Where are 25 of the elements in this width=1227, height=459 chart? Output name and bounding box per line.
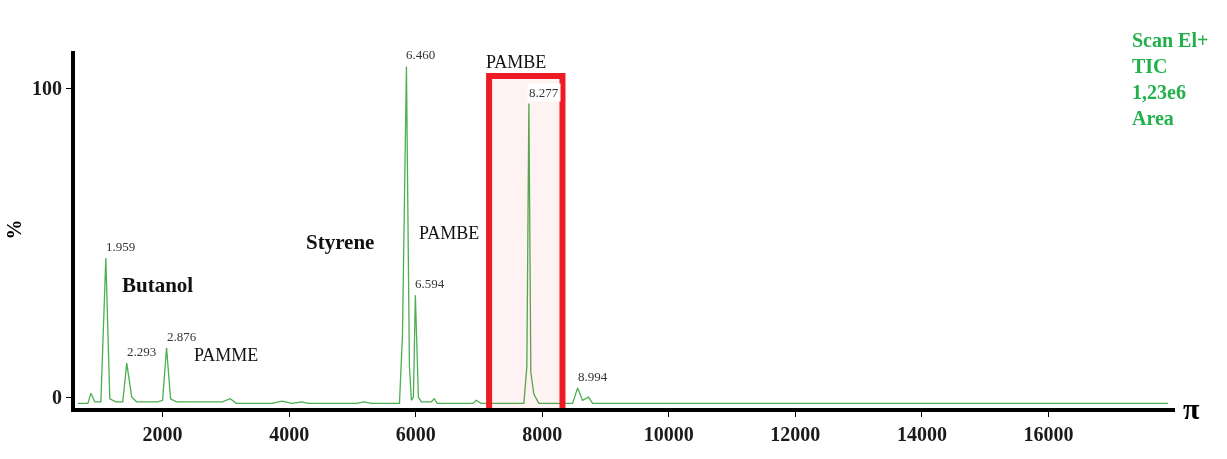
annotation: 2.293: [127, 344, 157, 359]
x-tick-label: 2000: [142, 423, 183, 445]
annotation: Butanol: [122, 273, 194, 297]
x-tick-label: 14000: [896, 423, 947, 445]
x-tick-label: 12000: [770, 423, 821, 445]
annotation: Styrene: [306, 230, 375, 254]
annotation: 8.277: [529, 85, 559, 100]
y-axis-title: %: [3, 219, 25, 240]
annotation: 2.876: [167, 329, 197, 344]
x-tick-label: 10000: [643, 423, 694, 445]
annotation: Scan El+ TIC 1,23e6 Area: [1132, 29, 1209, 129]
text: π: [1183, 392, 1200, 425]
annotation: PAMME: [194, 345, 259, 365]
annotation: 6.460: [406, 47, 436, 62]
x-tick-label: 6000: [395, 423, 436, 445]
annotation: PAMBE: [419, 223, 480, 243]
y-tick-label: 0: [52, 386, 62, 409]
annotation: PAMBE: [486, 52, 547, 72]
annotation: 6.594: [415, 276, 445, 291]
x-tick-label: 8000: [522, 423, 563, 445]
x-tick-label: 16000: [1023, 423, 1074, 445]
annotation: 8.994: [578, 369, 608, 384]
x-tick-label: 4000: [269, 423, 310, 445]
annotation: 1.959: [106, 239, 136, 254]
y-tick-label: 100: [32, 77, 62, 100]
